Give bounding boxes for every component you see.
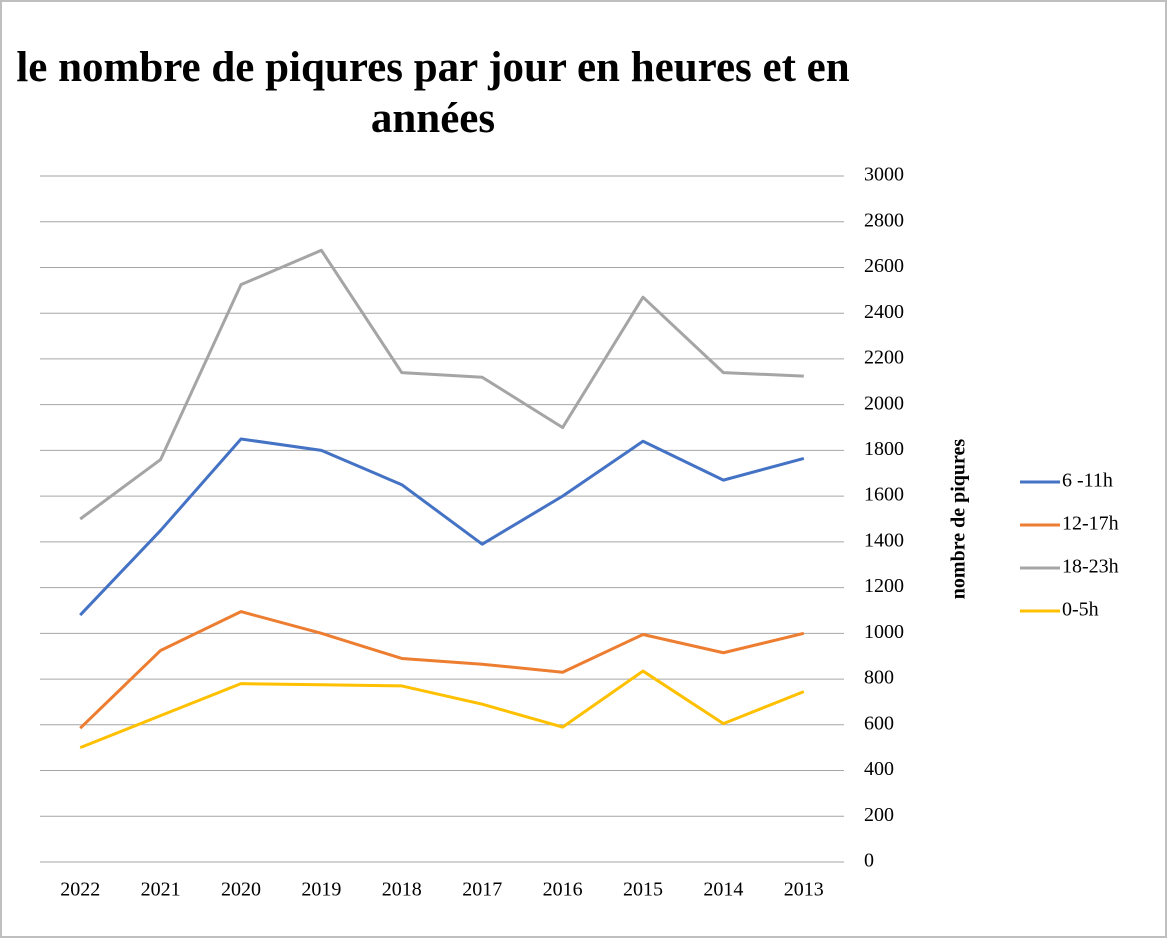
y-tick-label: 2200 [864, 347, 904, 369]
y-tick-label: 1800 [864, 438, 904, 460]
y-tick-label: 800 [864, 667, 894, 689]
y-axis-title: nombre de piqures [948, 439, 970, 600]
y-tick-label: 3000 [864, 164, 904, 186]
x-tick-label: 2019 [301, 879, 341, 901]
line-series [79, 248, 804, 521]
line-series [79, 669, 805, 750]
x-tick-label: 2013 [784, 879, 824, 901]
y-tick-label: 600 [864, 712, 894, 734]
y-tick-label: 2400 [864, 301, 904, 323]
legend-label: 0-5h [1062, 599, 1099, 621]
y-tick-label: 1000 [864, 621, 904, 643]
chart-title: le nombre de piqures par jour en heures … [16, 44, 850, 142]
legend-label: 6 -11h [1062, 470, 1113, 492]
y-tick-label: 2000 [864, 392, 904, 414]
legend-label: 12-17h [1062, 513, 1119, 535]
line-series [79, 437, 805, 617]
x-tick-label: 2014 [703, 879, 743, 901]
y-tick-label: 1600 [864, 484, 904, 506]
y-tick-label: 2600 [864, 255, 904, 277]
x-tick-label: 2015 [623, 879, 663, 901]
y-tick-label: 1400 [864, 529, 904, 551]
legend-label: 18-23h [1062, 556, 1119, 578]
line-series [79, 610, 805, 730]
x-tick-label: 2016 [543, 879, 583, 901]
x-tick-label: 2017 [462, 879, 502, 901]
y-tick-label: 200 [864, 804, 894, 826]
x-tick-label: 2018 [382, 879, 422, 901]
x-tick-label: 2021 [141, 879, 181, 901]
y-tick-label: 2800 [864, 209, 904, 231]
x-tick-label: 2020 [221, 879, 261, 901]
y-tick-label: 400 [864, 758, 894, 780]
y-tick-label: 1200 [864, 575, 904, 597]
x-tick-label: 2022 [60, 879, 100, 901]
y-tick-label: 0 [864, 850, 874, 872]
